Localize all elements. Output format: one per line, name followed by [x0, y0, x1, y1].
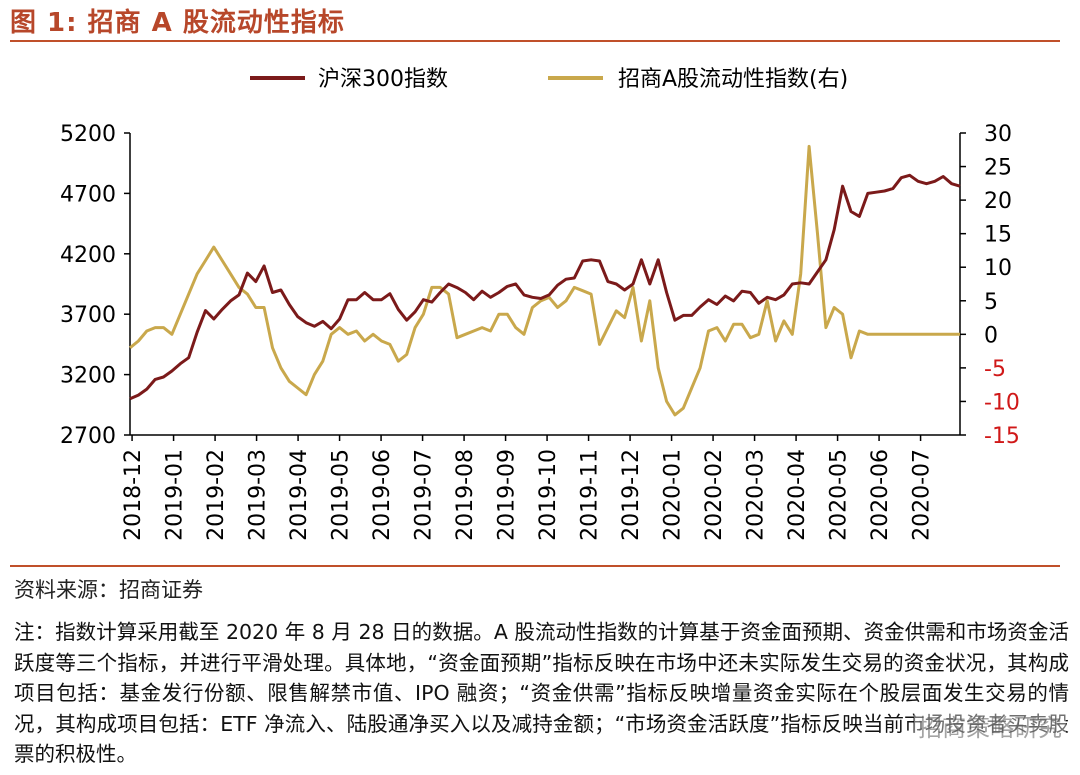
x-tick-label: 2019-01 — [163, 449, 188, 541]
left-tick-label: 4200 — [60, 243, 116, 268]
right-tick-label: 10 — [984, 256, 1012, 281]
chart-series — [129, 144, 961, 417]
right-tick-label: 25 — [984, 156, 1012, 181]
x-tick-label: 2020-06 — [868, 449, 893, 541]
x-tick-label: 2019-06 — [370, 449, 395, 541]
legend-label-1: 沪深300指数 — [318, 67, 448, 92]
x-tick-label: 2019-10 — [536, 449, 561, 541]
x-tick-label: 2020-04 — [785, 449, 810, 541]
line-chart: 沪深300指数 招商A股流动性指数(右) 52004700420037003200… — [60, 67, 1020, 541]
legend-label-2: 招商A股流动性指数(右) — [618, 67, 848, 92]
x-tick-label: 2020-05 — [827, 449, 852, 541]
right-tick-label: -5 — [984, 357, 1006, 382]
x-tick-label: 2019-03 — [246, 449, 271, 541]
source-note: 资料来源：招商证券 — [14, 578, 203, 602]
left-tick-label: 5200 — [60, 122, 116, 147]
right-tick-label: 0 — [984, 323, 998, 348]
x-tick-label: 2018-12 — [121, 449, 146, 541]
x-tick-label: 2019-04 — [287, 449, 312, 541]
x-tick-label: 2019-09 — [495, 449, 520, 541]
x-tick-label: 2020-01 — [661, 449, 686, 541]
left-tick-label: 3200 — [60, 364, 116, 389]
right-tick-label: 20 — [984, 189, 1012, 214]
source-divider — [10, 565, 1060, 567]
x-tick-label: 2019-12 — [619, 449, 644, 541]
x-tick-label: 2019-02 — [204, 449, 229, 541]
x-tick-label: 2019-05 — [329, 449, 354, 541]
right-tick-label: -10 — [984, 390, 1020, 415]
x-tick-label: 2019-11 — [578, 449, 603, 541]
series-line-1 — [129, 173, 961, 401]
right-tick-label: -15 — [984, 424, 1020, 449]
watermark: 招商策略研究 — [914, 708, 1066, 743]
left-tick-label: 2700 — [60, 424, 116, 449]
right-tick-label: 15 — [984, 223, 1012, 248]
left-tick-label: 4700 — [60, 182, 116, 207]
figure-title: 图 1: 招商 A 股流动性指标 — [10, 8, 345, 38]
right-tick-label: 30 — [984, 122, 1012, 147]
right-tick-label: 5 — [984, 290, 998, 315]
x-tick-label: 2020-02 — [702, 449, 727, 541]
x-tick-label: 2019-07 — [412, 449, 437, 541]
footnote: 注：指数计算采用截至 2020 年 8 月 28 日的数据。A 股流动性指数的计… — [14, 620, 1069, 766]
title-divider — [10, 40, 1060, 42]
x-tick-label: 2019-08 — [453, 449, 478, 541]
chart-axes: 5200 4700 4200 3700 3200 2700 30 25 20 15 10 5 0 -5 -1… — [60, 122, 1020, 541]
x-tick-label: 2020-07 — [910, 449, 935, 541]
x-tick-label: 2020-03 — [744, 449, 769, 541]
left-tick-label: 3700 — [60, 303, 116, 328]
series-line-2 — [129, 144, 960, 417]
chart-legend: 沪深300指数 招商A股流动性指数(右) — [250, 67, 848, 92]
